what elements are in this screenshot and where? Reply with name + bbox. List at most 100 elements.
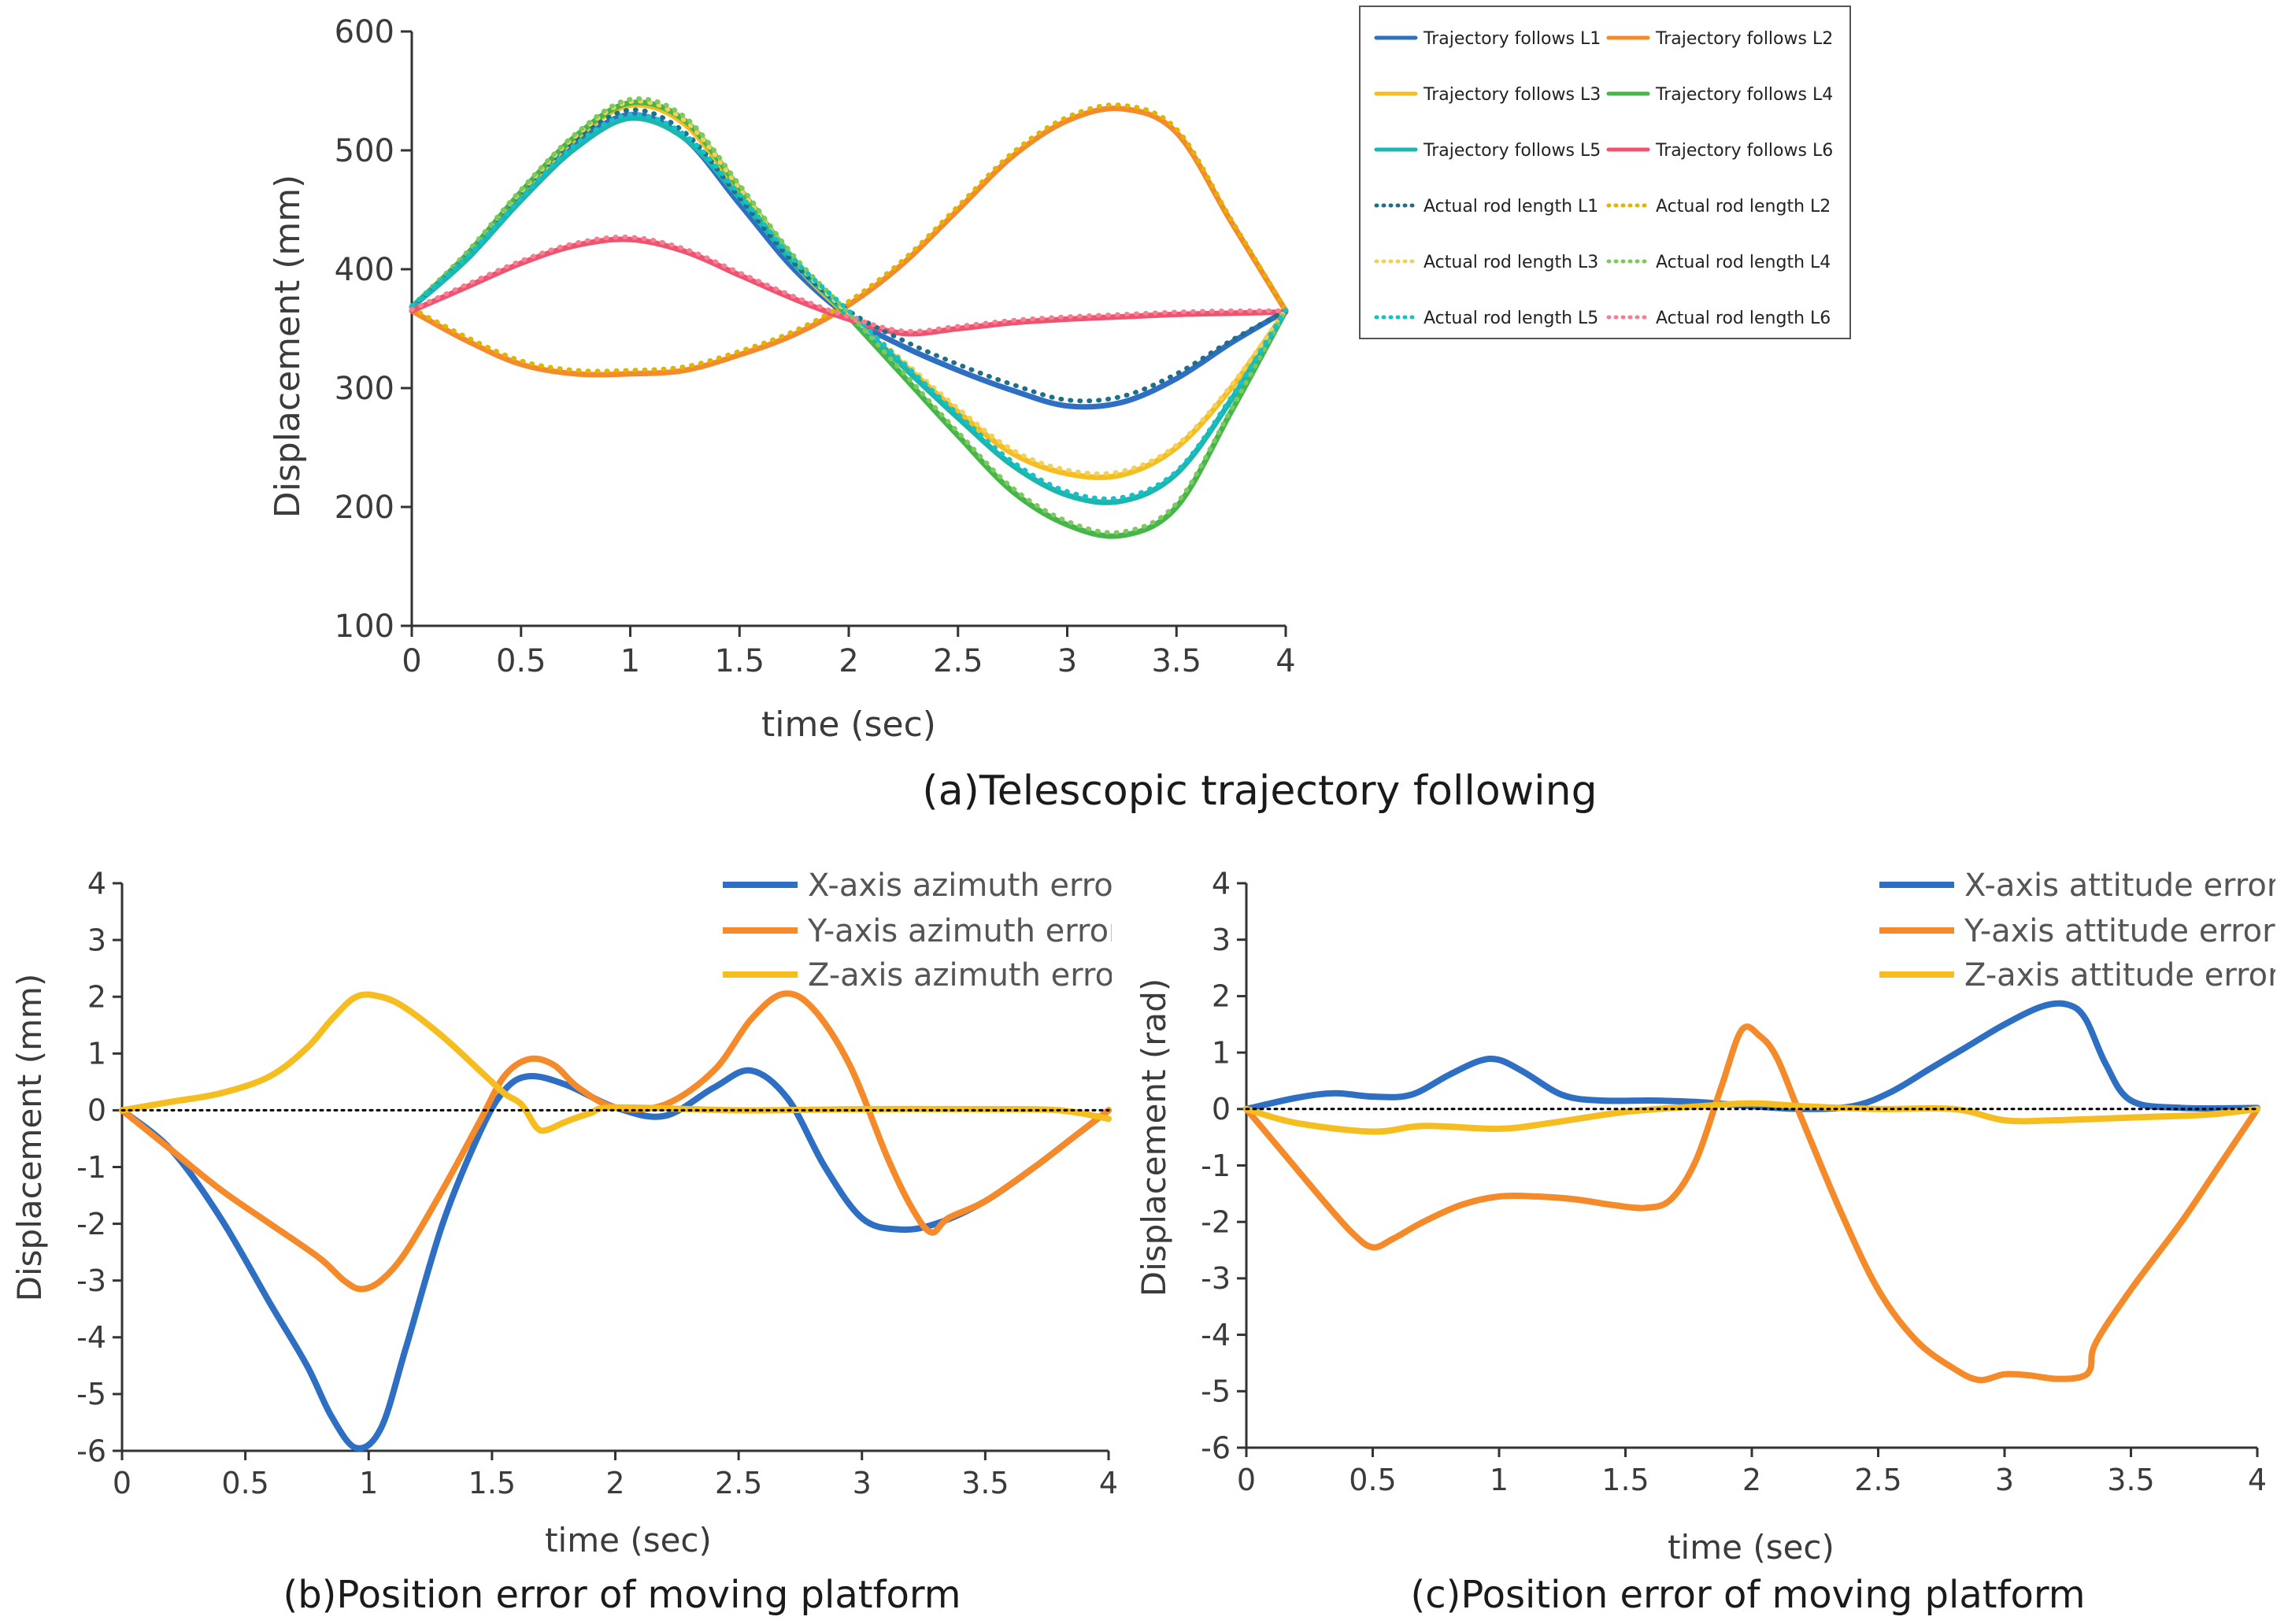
panel-a-ylabel: Displacement (mm): [268, 175, 308, 519]
panel-a-ytick-label: 300: [335, 371, 394, 407]
panel-b-ytick-label: -3: [76, 1263, 106, 1298]
panel-c-plot-area: -6 -5 -4 -3 -2 -1 0 1 2 3 4 0 0.5 1 1.5 2 2.5 3 3.5 4: [1201, 866, 2267, 1497]
panel-a-xtick-label: 2: [839, 643, 858, 679]
panel-a-legend-label: Trajectory follows L4: [1655, 85, 1833, 105]
panel-a-xtick-label: 3.5: [1151, 643, 1201, 679]
panel-c-xtick-label: 0.5: [1349, 1463, 1396, 1497]
panel-c-legend: X-axis attitude error Y-axis attitude err…: [1879, 867, 2281, 993]
panel-a-ytick-label: 600: [335, 14, 394, 50]
panel-b-legend-label: Z-axis azimuth error: [808, 957, 1127, 993]
panel-a-legend-label: Actual rod length L3: [1424, 253, 1598, 272]
panel-b-series-x-axis-azimuth-error: [119, 1067, 1112, 1452]
panel-a-legend-label: Trajectory follows L1: [1423, 29, 1601, 49]
panel-b-ylabel: Displacement (mm): [10, 974, 49, 1302]
panel-b-ytick-label: 2: [87, 980, 106, 1015]
panel-b-ytick-label: -1: [76, 1150, 106, 1185]
panel-a-legend-frame: [1359, 6, 1851, 339]
panel-c-legend-label: Y-axis attitude error: [1964, 913, 2275, 949]
panel-b: -6 -5 -4 -3 -2 -1 0 1 2 3 4 0 0.5 1 1.5 2 2.5 3 3.5 4 Displ…: [10, 866, 1127, 1617]
panel-b-xlabel: time (sec): [545, 1521, 712, 1559]
panel-c-xtick-label: 4: [2248, 1463, 2267, 1497]
panel-b-title: (b)Position error of moving platform: [283, 1573, 961, 1617]
panel-c-ytick-label: 3: [1212, 923, 1231, 957]
panel-b-ytick-label: 4: [87, 866, 106, 901]
panel-c-ytick-label: 2: [1212, 979, 1231, 1014]
panel-c-ytick-label: -1: [1201, 1149, 1231, 1183]
panel-c-series-x-axis-attitude-error: [1243, 1000, 2260, 1112]
panel-b-ytick-label: -4: [76, 1320, 106, 1355]
panel-a-series-actual-rod-length-l2: [409, 102, 1288, 374]
panel-c-ytick-label: 0: [1212, 1092, 1231, 1126]
panel-c-xtick-label: 3: [1995, 1463, 2014, 1497]
panel-a-ytick-label: 100: [335, 609, 394, 645]
panel-b-xtick-label: 0.5: [221, 1466, 268, 1500]
panel-b-ytick-label: 0: [87, 1093, 106, 1128]
panel-b-ytick-label: -6: [76, 1433, 106, 1468]
panel-b-xtick-label: 2.5: [715, 1466, 762, 1500]
panel-c-xlabel: time (sec): [1668, 1528, 1834, 1567]
panel-b-ytick-label: -5: [76, 1377, 106, 1411]
panel-b-xtick-label: 1: [359, 1466, 378, 1500]
panel-a-title: (a)Telescopic trajectory following: [922, 768, 1597, 815]
panel-c-series-y-axis-attitude-error: [1243, 1023, 2260, 1384]
panel-a-series-actual-rod-length-l6: [409, 234, 1288, 334]
panel-a-series-actual-rod-length-l3: [409, 98, 1288, 476]
panel-a-legend-label: Trajectory follows L2: [1655, 29, 1833, 49]
panel-c-xtick-label: 3.5: [2107, 1463, 2154, 1497]
panel-c-xtick-label: 2: [1742, 1463, 1761, 1497]
panel-a-series-trajectory-follows-l1: [409, 112, 1289, 410]
panel-b-xtick-label: 2: [605, 1466, 624, 1500]
panel-a-legend: Trajectory follows L1 Trajectory follows …: [1359, 6, 1851, 339]
panel-a-ytick-label: 400: [335, 252, 394, 288]
panel-b-series-y-axis-azimuth-error: [119, 990, 1112, 1293]
panel-c-legend-label: Z-axis attitude error: [1964, 957, 2281, 993]
panel-a-legend-label: Actual rod length L6: [1656, 309, 1831, 328]
panel-a-legend-label: Actual rod length L1: [1424, 197, 1598, 216]
panel-b-xtick-label: 3.5: [961, 1466, 1009, 1500]
panel-a-series-trajectory-follows-l6: [409, 236, 1289, 337]
panel-a-xlabel: time (sec): [761, 705, 936, 745]
panel-c-legend-label: X-axis attitude error: [1964, 867, 2280, 904]
panel-c-ytick-label: -6: [1201, 1430, 1231, 1465]
panel-a-series-actual-rod-length-l1: [409, 107, 1288, 404]
panel-c-ylabel: Displacement (rad): [1135, 978, 1173, 1297]
panel-c-xtick-label: 1.5: [1601, 1463, 1649, 1497]
panel-b-xtick-label: 1.5: [468, 1466, 516, 1500]
panel-a-xtick-label: 4: [1275, 643, 1295, 679]
panel-a-legend-label: Trajectory follows L5: [1423, 141, 1601, 161]
panel-c-ytick-label: 1: [1212, 1035, 1231, 1070]
panel-a-xtick-label: 1.5: [714, 643, 765, 679]
panel-a-legend-label: Actual rod length L2: [1656, 197, 1831, 216]
panel-b-ytick-label: 1: [87, 1037, 106, 1071]
panel-c-ytick-label: 4: [1212, 866, 1231, 901]
panel-c-ytick-label: -5: [1201, 1374, 1231, 1409]
panel-b-xtick-label: 3: [853, 1466, 872, 1500]
panel-a-legend-label: Actual rod length L5: [1424, 309, 1598, 328]
panel-c-ytick-label: -4: [1201, 1318, 1231, 1352]
panel-c-ytick-label: -2: [1201, 1205, 1231, 1240]
panel-a-ytick-label: 200: [335, 490, 394, 526]
panel-a-legend-label: Trajectory follows L3: [1423, 85, 1601, 105]
panel-b-legend-label: Y-axis azimuth error: [807, 913, 1122, 949]
panel-c: -6 -5 -4 -3 -2 -1 0 1 2 3 4 0 0.5 1 1.5 2 2.5 3 3.5 4 Displ…: [1135, 866, 2281, 1617]
panel-c-xtick-label: 0: [1237, 1463, 1256, 1497]
panel-b-legend-items: X-axis azimuth error Y-axis azimuth error…: [723, 867, 1127, 993]
panel-c-ytick-label: -3: [1201, 1261, 1231, 1296]
panel-b-xtick-label: 0: [113, 1466, 131, 1500]
panel-b-plot-area: -6 -5 -4 -3 -2 -1 0 1 2 3 4 0 0.5 1 1.5 2 2.5 3 3.5 4: [76, 866, 1118, 1500]
panel-c-xtick-label: 2.5: [1854, 1463, 1901, 1497]
panel-a-legend-label: Actual rod length L4: [1656, 253, 1831, 272]
panel-a-xtick-label: 0: [402, 643, 421, 679]
panel-b-xtick-label: 4: [1099, 1466, 1118, 1500]
panel-c-series-z-axis-attitude-error: [1243, 1100, 2260, 1135]
panel-b-legend: X-axis azimuth error Y-axis azimuth error…: [723, 867, 1127, 993]
panel-a-ytick-label: 500: [335, 133, 394, 169]
panel-c-title: (c)Position error of moving platform: [1411, 1573, 2086, 1617]
panel-a-series-actual-rod-length-l4: [409, 96, 1288, 535]
panel-b-legend-label: X-axis azimuth error: [808, 867, 1127, 904]
panel-a: 100 200 300 400 500 600 0 0.5 1 1.5 2 2.5 3 3.5 4 Disp…: [268, 6, 1851, 815]
panel-c-xtick-label: 1: [1490, 1463, 1509, 1497]
panel-a-xtick-label: 2.5: [933, 643, 983, 679]
panel-a-xtick-label: 1: [620, 643, 640, 679]
